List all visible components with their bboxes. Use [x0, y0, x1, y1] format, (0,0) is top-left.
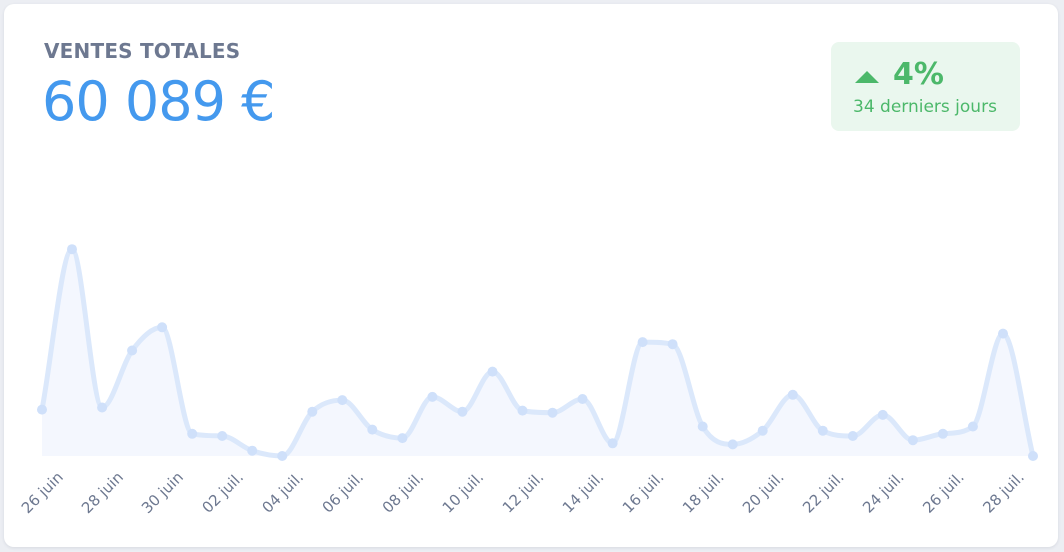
data-point-0[interactable]	[37, 404, 47, 415]
data-point-2[interactable]	[97, 402, 108, 413]
sales-series-line	[39, 246, 1036, 459]
x-tick-label: 26 juil.	[919, 468, 968, 517]
data-point-31[interactable]	[967, 421, 978, 432]
x-tick-label: 12 juil.	[499, 468, 548, 517]
total-sales-value: 60 089 €	[42, 70, 275, 133]
data-point-28[interactable]	[877, 409, 888, 420]
data-point-23[interactable]	[727, 439, 738, 450]
sales-area-fill	[42, 249, 1033, 456]
data-point-1[interactable]	[67, 244, 77, 255]
data-point-7[interactable]	[247, 445, 258, 456]
x-tick-label: 18 juil.	[679, 468, 728, 517]
data-point-19[interactable]	[607, 438, 618, 449]
triangle-up-icon	[855, 71, 879, 83]
data-point-18[interactable]	[577, 394, 588, 404]
x-tick-label: 16 juil.	[619, 468, 668, 517]
data-point-33[interactable]	[1028, 451, 1038, 461]
data-point-29[interactable]	[907, 435, 918, 446]
data-point-4[interactable]	[157, 322, 168, 333]
trend-badge: 4% 34 derniers jours	[831, 42, 1020, 131]
data-point-20[interactable]	[637, 337, 648, 348]
data-point-22[interactable]	[697, 421, 708, 432]
x-tick-label: 28 juin	[78, 468, 127, 517]
x-tick-label: 14 juil.	[559, 468, 608, 517]
data-point-9[interactable]	[307, 406, 318, 417]
data-point-21[interactable]	[667, 339, 678, 350]
x-tick-label: 10 juil.	[439, 468, 488, 517]
data-point-24[interactable]	[757, 425, 768, 436]
data-point-16[interactable]	[517, 405, 528, 416]
data-point-8[interactable]	[277, 451, 288, 461]
data-point-17[interactable]	[547, 407, 558, 418]
data-point-6[interactable]	[217, 431, 228, 441]
x-tick-label: 06 juil.	[319, 468, 368, 517]
data-point-10[interactable]	[337, 395, 348, 406]
data-point-25[interactable]	[787, 389, 798, 400]
x-tick-label: 24 juil.	[859, 468, 908, 517]
x-tick-label: 20 juil.	[739, 468, 788, 517]
card-title: VENTES TOTALES	[44, 39, 241, 63]
data-point-32[interactable]	[998, 328, 1008, 339]
x-tick-label: 08 juil.	[379, 468, 428, 517]
trend-period: 34 derniers jours	[853, 97, 997, 117]
x-tick-label: 26 juin	[18, 468, 67, 517]
data-point-30[interactable]	[937, 428, 948, 439]
data-point-27[interactable]	[847, 431, 858, 441]
data-point-26[interactable]	[817, 425, 828, 436]
sales-card: VENTES TOTALES 60 089 € 4% 34 derniers j…	[4, 4, 1058, 547]
data-point-5[interactable]	[187, 428, 198, 439]
data-point-15[interactable]	[487, 366, 498, 377]
data-point-12[interactable]	[397, 433, 408, 444]
data-point-13[interactable]	[427, 391, 438, 402]
x-tick-label: 30 juin	[138, 468, 187, 517]
x-tick-label: 04 juil.	[258, 468, 307, 517]
data-point-14[interactable]	[457, 406, 468, 417]
x-tick-label: 28 juil.	[979, 468, 1028, 517]
data-point-11[interactable]	[367, 424, 378, 435]
trend-percentage: 4%	[893, 57, 944, 92]
x-tick-label: 02 juil.	[198, 468, 247, 517]
x-tick-label: 22 juil.	[799, 468, 848, 517]
data-point-3[interactable]	[127, 345, 138, 356]
